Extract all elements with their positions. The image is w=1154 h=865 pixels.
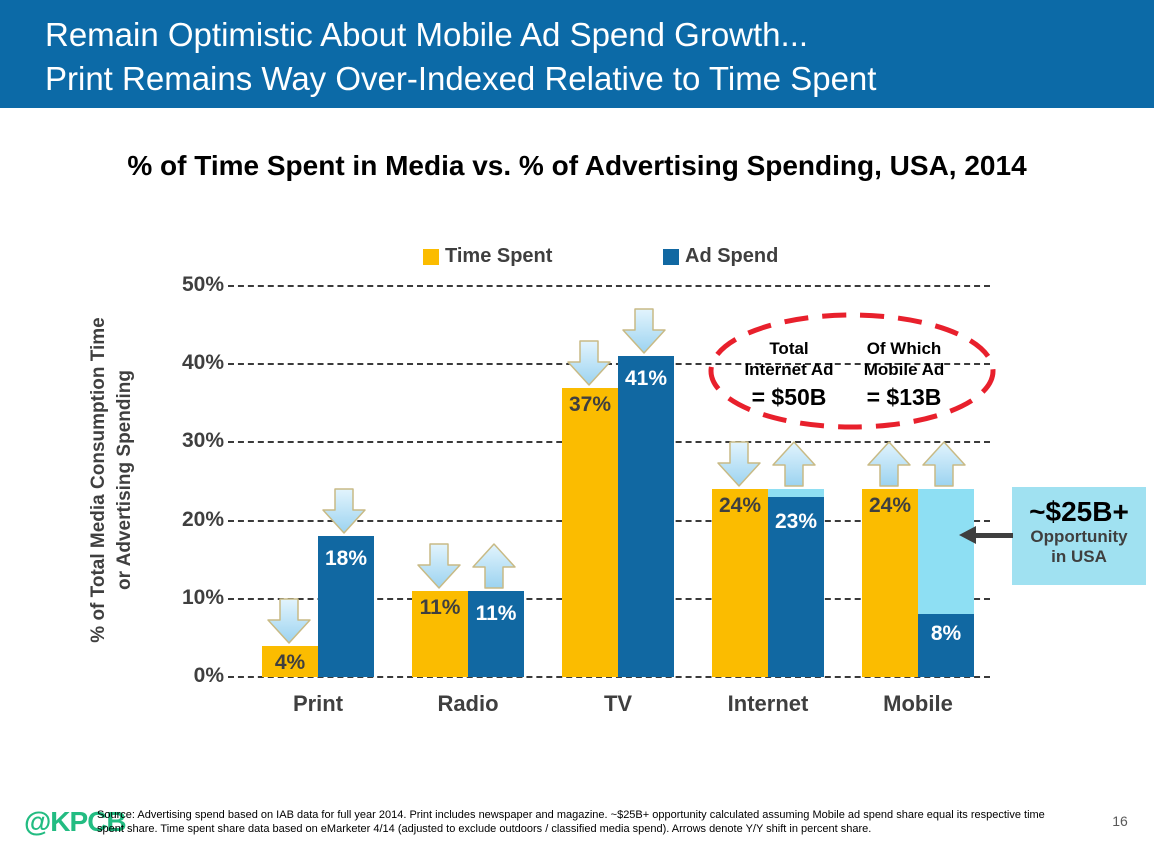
category-label-Radio: Radio: [437, 691, 499, 716]
ellipse-col-internet-ad: Total Internet Ad = $50B: [726, 338, 852, 411]
gridline-20%: [228, 519, 990, 522]
ellipse-internet-line1: Total: [769, 339, 809, 358]
yoy-arrow-down-ad-spend-TV: [622, 308, 666, 355]
yoy-arrow-up-time-spent-Mobile: [867, 441, 911, 488]
yoy-arrow-down-time-spent-Print: [267, 597, 311, 644]
value-label-time-spent-Internet: 24%: [718, 494, 762, 518]
ellipse-mobile-value: = $13B: [866, 384, 942, 410]
y-tick-10%: 10%: [181, 585, 224, 609]
category-label-Mobile: Mobile: [883, 691, 953, 716]
ellipse-internet-line2: Internet Ad: [744, 360, 834, 379]
value-label-ad-spend-Internet: 23%: [774, 510, 818, 534]
bar-time-spent-Print: [262, 645, 318, 677]
internet-ad-ellipse: [708, 312, 996, 430]
ellipse-internet-value: = $50B: [751, 384, 827, 410]
callout-left-arrow-icon: [959, 526, 976, 544]
y-tick-30%: 30%: [181, 429, 224, 453]
gridline-50%: [228, 285, 990, 287]
bar-ad-spend-Radio: [468, 590, 524, 677]
yoy-arrow-down-time-spent-Radio: [417, 543, 461, 589]
opportunity-headline: ~$25B+: [1029, 496, 1129, 527]
yoy-arrow-up-ad-spend-Internet: [772, 441, 816, 488]
legend-swatch-time-spent: [423, 249, 439, 265]
category-label-Print: Print: [292, 691, 344, 716]
gridline-0%: [228, 676, 990, 678]
y-tick-20%: 20%: [181, 507, 224, 531]
yoy-arrow-down-time-spent-Internet: [717, 441, 761, 488]
yoy-arrow-down-time-spent-TV: [567, 339, 611, 386]
bar-time-spent-TV: [562, 387, 618, 677]
ellipse-mobile-line2: Mobile Ad: [863, 360, 945, 379]
ellipse-col-mobile-ad: Of Which Mobile Ad = $13B: [843, 338, 965, 411]
yoy-arrow-up-ad-spend-Mobile: [922, 441, 966, 488]
bar-ad-spend-TV: [618, 356, 674, 677]
header-title-line1: Remain Optimistic About Mobile Ad Spend …: [45, 16, 809, 53]
legend-label-ad-spend: Ad Spend: [685, 245, 779, 267]
value-label-ad-spend-Print: 18%: [324, 547, 368, 571]
bar-time-spent-Mobile: [862, 489, 918, 677]
legend-swatch-ad-spend: [663, 249, 679, 265]
yoy-arrow-down-ad-spend-Print: [322, 488, 366, 534]
bar-ad-spend-Mobile: [918, 614, 974, 677]
bar-ad-spend-Internet: [768, 497, 824, 677]
value-label-time-spent-Mobile: 24%: [868, 494, 912, 518]
page-number: 16: [1112, 813, 1128, 829]
source-text-line2: spent share. Time spent share data based…: [97, 823, 872, 835]
bar-ad-spend-light-Mobile: [918, 489, 974, 615]
chart-title: % of Time Spent in Media vs. % of Advert…: [127, 150, 1027, 181]
y-axis-title-line1: % of Total Media Consumption Time: [88, 317, 109, 643]
category-label-Internet: Internet: [727, 691, 809, 716]
gridline-10%: [228, 597, 990, 600]
value-label-ad-spend-Mobile: 8%: [930, 622, 962, 646]
bar-time-spent-Internet: [712, 489, 768, 677]
y-tick-50%: 50%: [181, 273, 224, 296]
category-label-TV: TV: [603, 691, 633, 716]
header-title-line2: Print Remains Way Over-Indexed Relative …: [45, 60, 877, 97]
y-axis-title-line2: or Advertising Spending: [114, 370, 135, 590]
value-label-time-spent-Print: 4%: [274, 650, 306, 674]
y-tick-0%: 0%: [193, 664, 224, 687]
bar-ad-spend-Print: [318, 536, 374, 677]
value-label-ad-spend-TV: 41%: [624, 367, 668, 391]
value-label-time-spent-TV: 37%: [568, 392, 612, 416]
bar-ad-spend-light-Internet: [768, 489, 824, 498]
value-label-time-spent-Radio: 11%: [419, 595, 461, 619]
y-tick-40%: 40%: [181, 351, 224, 375]
y-axis-title: % of Total Media Consumption Time or Adv…: [86, 280, 142, 680]
value-label-ad-spend-Radio: 11%: [475, 601, 517, 625]
yoy-arrow-up-ad-spend-Radio: [472, 543, 516, 589]
kpcb-logo: @KPCB: [24, 806, 127, 837]
opportunity-callout: ~$25B+ Opportunity in USA: [1012, 487, 1146, 585]
ellipse-mobile-line1: Of Which: [866, 339, 942, 358]
opportunity-line2: Opportunity: [1030, 527, 1128, 546]
opportunity-line3: in USA: [1051, 547, 1107, 566]
source-text-line1: Source: Advertising spend based on IAB d…: [97, 809, 1045, 821]
legend-label-time-spent: Time Spent: [445, 245, 553, 267]
slide-header: Remain Optimistic About Mobile Ad Spend …: [0, 0, 1154, 108]
gridline-30%: [228, 441, 990, 444]
callout-arrow-shaft: [976, 533, 1013, 538]
bar-time-spent-Radio: [412, 590, 468, 677]
